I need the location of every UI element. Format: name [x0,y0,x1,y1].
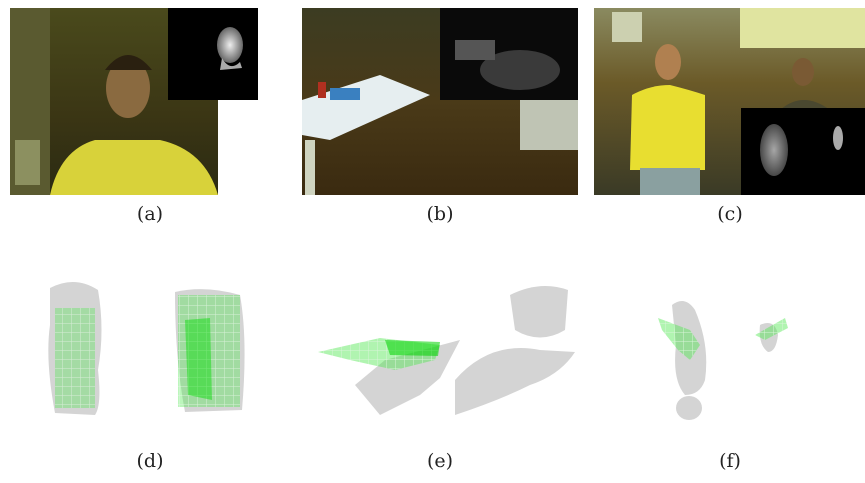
panel-label: (f) [719,450,741,472]
photo-a [10,8,258,195]
panel-label: (e) [427,450,453,472]
photo-b [302,8,578,195]
photo-c [594,8,865,195]
panel-label: (d) [137,450,164,472]
panel-label: (c) [717,203,742,225]
point-cloud-e [318,286,575,415]
panel-label: (a) [137,203,163,225]
panel-label: (b) [427,203,454,225]
point-cloud-d [48,281,245,415]
point-cloud-f [658,301,788,420]
